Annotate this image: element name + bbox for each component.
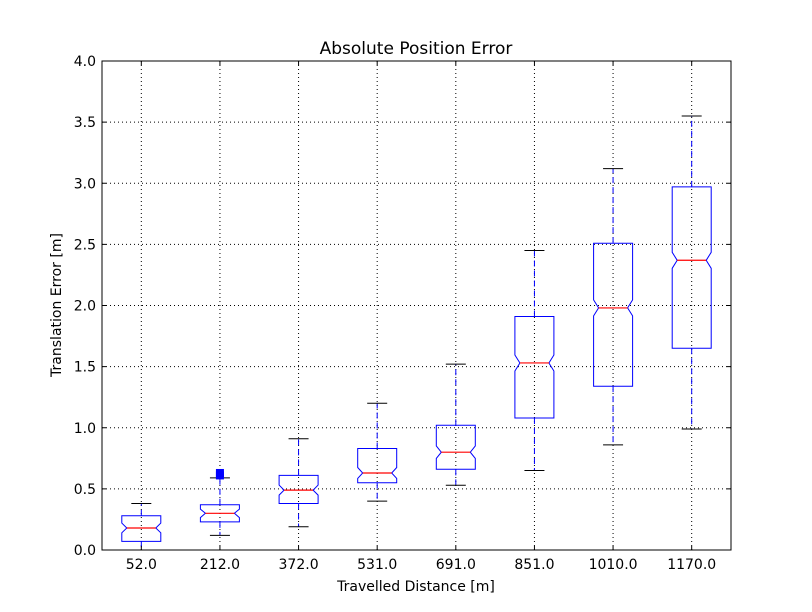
box-body [435,424,476,470]
y-tick-label: 1.5 [74,360,96,376]
x-tick-label: 531.0 [357,557,397,573]
y-axis-label: Translation Error [m] [49,233,65,378]
box-body [671,186,712,349]
x-tick-label: 372.0 [279,557,319,573]
box-body [514,316,555,419]
box-7 [671,115,712,430]
box-body [593,242,634,387]
box-body [121,515,162,542]
box-body [278,474,319,504]
box-body [199,504,240,523]
box-5 [514,249,555,472]
box-body [357,448,398,484]
x-tick-label: 1010.0 [589,557,638,573]
y-tick-label: 0.0 [74,543,96,559]
chart-title: Absolute Position Error [320,39,513,59]
y-tick-label: 1.0 [74,421,96,437]
x-tick-label: 1170.0 [667,557,716,573]
x-tick-label: 851.0 [514,557,554,573]
box-2 [278,438,319,528]
y-tick-label: 4.0 [74,54,96,70]
plot-area-frame [101,60,732,551]
grid [102,61,731,550]
y-tick-label: 3.5 [74,115,96,131]
x-tick-label: 212.0 [200,557,240,573]
axis-ticks: 0.0 0.5 1.0 1.5 2.0 2.5 3.0 3.5 4.0 52.0 212.0 372.… [74,54,731,573]
x-tick-label: 52.0 [126,557,157,573]
box-0 [121,503,162,551]
box-1 [199,468,240,536]
y-tick-label: 2.0 [74,299,96,315]
y-tick-label: 3.0 [74,176,96,192]
y-tick-label: 2.5 [74,237,96,253]
outlier-marker [215,468,224,477]
box-3 [357,402,398,502]
x-tick-label: 691.0 [436,557,476,573]
boxes [121,115,712,551]
box-4 [435,363,476,486]
box-6 [593,168,634,446]
y-tick-label: 0.5 [74,482,96,498]
x-axis-label: Travelled Distance [m] [336,579,495,595]
